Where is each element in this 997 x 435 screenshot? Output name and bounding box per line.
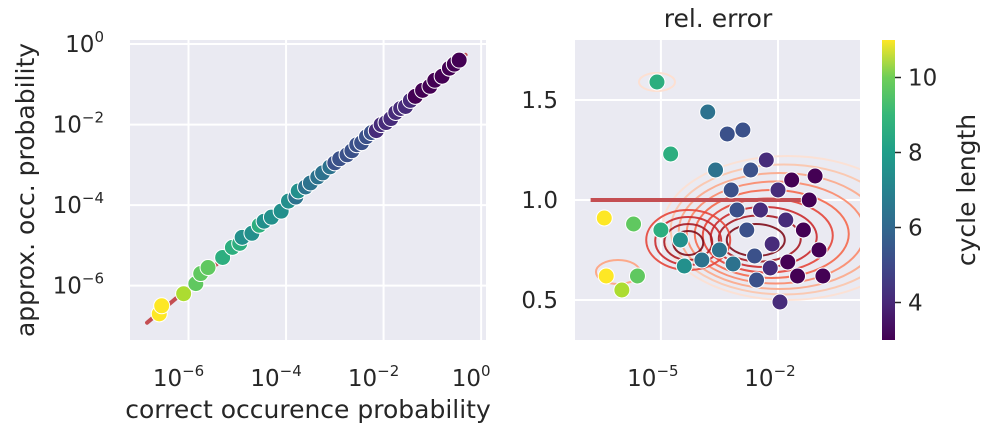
left-y-axis-label: approx. occ. probability: [11, 43, 40, 337]
left-x-tick-label: 100: [452, 362, 491, 392]
right-data-point: [806, 167, 824, 185]
right-data-point: [738, 221, 756, 239]
left-x-tick-label: 10−6: [153, 362, 204, 392]
right-data-point: [734, 121, 752, 139]
colorbar-ticks: 4 6 8 10: [895, 66, 937, 317]
right-data-point: [728, 201, 746, 219]
right-x-tick-label: 10−5: [627, 362, 678, 392]
colorbar-tick-label: 4: [908, 291, 923, 317]
right-data-point: [800, 191, 818, 209]
right-data-point: [810, 241, 828, 259]
right-y-tick-label: 1.0: [521, 188, 558, 214]
left-x-axis-label: correct occurence probability: [125, 395, 491, 424]
right-data-point: [771, 293, 789, 311]
right-y-ticks: 0.5 1.0 1.5: [521, 88, 558, 314]
colorbar-tick-label: 6: [908, 216, 923, 242]
right-kde-contour: [677, 172, 860, 290]
right-data-point: [769, 181, 787, 199]
right-y-tick-label: 1.5: [521, 88, 558, 114]
right-data-point: [625, 215, 643, 233]
right-data-point: [783, 171, 801, 189]
left-y-ticks: 10−6 10−4 10−2 100: [53, 28, 104, 300]
right-x-tick-label: 10−2: [744, 362, 795, 392]
right-kde-contour: [685, 180, 860, 285]
left-x-tick-label: 10−2: [348, 362, 399, 392]
right-data-point: [746, 247, 764, 265]
right-data-point: [724, 255, 742, 273]
right-data-point: [707, 161, 725, 179]
left-grid: [130, 40, 486, 340]
right-data-point: [662, 145, 680, 163]
colorbar-gradient: [882, 40, 895, 340]
right-data-point: [722, 181, 740, 199]
right-data-point: [779, 253, 797, 271]
right-data-point: [693, 251, 711, 269]
right-kde-contour: [637, 72, 676, 92]
left-data-point: [450, 51, 468, 69]
right-scatter-points: [595, 73, 832, 311]
right-data-point: [789, 267, 807, 285]
right-data-point: [718, 125, 736, 143]
right-data-point: [763, 235, 781, 253]
left-data-point: [199, 259, 217, 277]
colorbar-tick-label: 10: [908, 66, 937, 92]
left-data-point: [153, 297, 171, 315]
right-data-point: [748, 271, 766, 289]
right-data-point: [699, 103, 717, 121]
left-x-ticks: 10−6 10−4 10−2 100: [153, 362, 491, 392]
left-y-tick-label: 10−4: [53, 189, 104, 219]
right-data-point: [597, 267, 615, 285]
right-data-point: [675, 257, 693, 275]
right-data-point: [757, 151, 775, 169]
left-panel: 10−6 10−4 10−2 100 10−6 10−4 10−2 100 correct …: [11, 28, 491, 424]
right-data-point: [777, 211, 795, 229]
right-data-point: [742, 161, 760, 179]
right-x-ticks: 10−5 10−2: [627, 362, 796, 392]
right-data-point: [648, 73, 666, 91]
colorbar-label: cycle length: [952, 114, 981, 266]
right-data-point: [595, 209, 613, 227]
right-data-point: [613, 281, 631, 299]
right-data-point: [710, 241, 728, 259]
colorbar-tick-label: 8: [908, 141, 923, 167]
left-y-tick-label: 10−6: [53, 270, 104, 300]
right-data-point: [761, 259, 779, 277]
left-x-tick-label: 10−4: [250, 362, 301, 392]
left-y-tick-label: 10−2: [53, 109, 104, 139]
right-data-point: [794, 221, 812, 239]
left-y-tick-label: 100: [65, 28, 104, 58]
right-data-point: [751, 201, 769, 219]
right-y-tick-label: 0.5: [521, 288, 558, 314]
right-data-point: [628, 267, 646, 285]
left-data-point: [175, 285, 193, 303]
colorbar: 4 6 8 10 cycle length: [882, 40, 981, 340]
right-data-point: [671, 231, 689, 249]
right-panel: 10−5 10−2 0.5 1.0 1.5 rel. error: [521, 4, 860, 392]
right-data-point: [814, 267, 832, 285]
left-scatter-points: [150, 51, 468, 323]
right-panel-title: rel. error: [664, 4, 773, 33]
right-data-point: [652, 221, 670, 239]
